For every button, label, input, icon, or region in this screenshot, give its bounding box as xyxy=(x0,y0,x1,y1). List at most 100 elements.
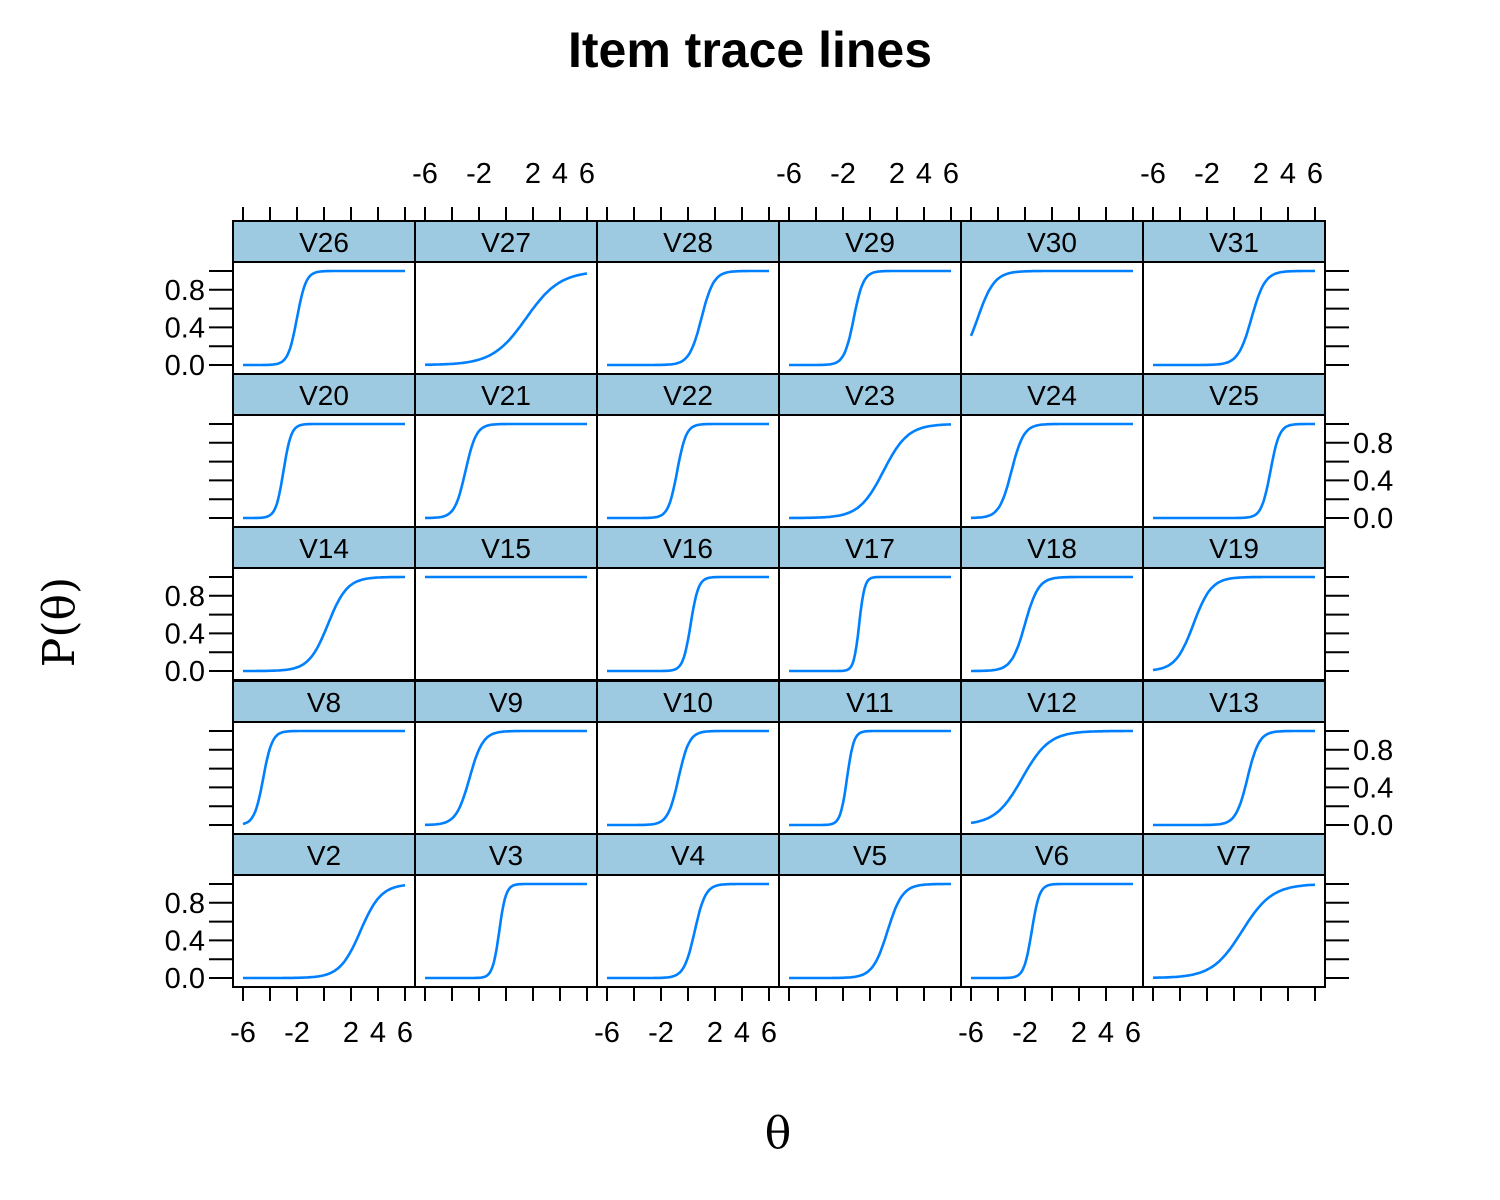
trace-line-v7 xyxy=(1152,883,1316,980)
plot-area-v27 xyxy=(414,261,598,375)
plot-area-v23 xyxy=(778,414,962,528)
x-tick-label-top: 2 xyxy=(1253,158,1269,190)
x-tick-label-top: 2 xyxy=(525,158,541,190)
x-tick-label-bottom: -2 xyxy=(284,1017,310,1049)
strip-v17 xyxy=(778,526,962,569)
panel-v17: V17 xyxy=(778,526,962,681)
strip-label-v15: V15 xyxy=(481,533,531,564)
strip-label-v16: V16 xyxy=(663,533,713,564)
strip-label-v31: V31 xyxy=(1209,227,1259,258)
x-tick-label-top: -2 xyxy=(830,158,856,190)
panel-v8: V8 xyxy=(232,680,416,835)
plot-area-v26 xyxy=(232,261,416,375)
y-tick-label-right: 0.0 xyxy=(1353,503,1393,535)
trace-line-v2 xyxy=(243,884,406,980)
trace-line-v27 xyxy=(424,272,588,367)
panel-v24: V24 xyxy=(960,373,1144,528)
panel-v7: V7 xyxy=(1142,833,1326,988)
strip-v7 xyxy=(1142,833,1326,876)
x-tick-label-bottom: -6 xyxy=(958,1017,984,1049)
panel-v11: V11 xyxy=(778,680,962,835)
x-tick-label-bottom: 2 xyxy=(343,1017,359,1049)
panel-v14: V14 xyxy=(232,526,416,681)
x-tick-label-top: 6 xyxy=(579,158,595,190)
chart-title: Item trace lines xyxy=(568,22,932,78)
plot-area-v29 xyxy=(778,261,962,375)
strip-label-v13: V13 xyxy=(1209,687,1259,718)
plot-area-v24 xyxy=(960,414,1144,528)
x-tick-label-bottom: 6 xyxy=(761,1017,777,1049)
strip-label-v6: V6 xyxy=(1035,840,1069,871)
x-tick-label-bottom: -2 xyxy=(648,1017,674,1049)
strip-label-v10: V10 xyxy=(663,687,713,718)
trace-line-v26 xyxy=(243,269,405,367)
y-tick-label-right: 0.8 xyxy=(1353,428,1393,460)
x-tick-label-bottom: 2 xyxy=(707,1017,723,1049)
y-tick-label-right: 0.4 xyxy=(1353,465,1393,497)
plot-area-v7 xyxy=(1142,874,1326,988)
trace-line-v30 xyxy=(969,269,1133,337)
strip-label-v8: V8 xyxy=(307,687,341,718)
plot-area-v9 xyxy=(414,721,598,835)
plot-area-v11 xyxy=(778,721,962,835)
strip-label-v25: V25 xyxy=(1209,380,1259,411)
panel-v28: V28 xyxy=(596,220,780,375)
strip-label-v23: V23 xyxy=(845,380,895,411)
x-tick-label-bottom: -2 xyxy=(1012,1017,1038,1049)
strip-v2 xyxy=(232,833,416,876)
trace-line-v8 xyxy=(242,729,405,826)
x-axis-label: θ xyxy=(765,1108,792,1159)
panel-v10: V10 xyxy=(596,680,780,835)
x-tick-label-bottom: 6 xyxy=(397,1017,413,1049)
panel-v21: V21 xyxy=(414,373,598,528)
plot-area-v21 xyxy=(414,414,598,528)
trace-line-v18 xyxy=(971,575,1133,673)
panel-v31: V31 xyxy=(1142,220,1326,375)
x-tick-label-top: 6 xyxy=(943,158,959,190)
strip-label-v21: V21 xyxy=(481,380,531,411)
strip-v22 xyxy=(596,373,780,416)
y-tick-label-left: 0.4 xyxy=(165,925,205,957)
trace-line-v10 xyxy=(607,729,769,827)
panel-v23: V23 xyxy=(778,373,962,528)
plot-area-v4 xyxy=(596,874,780,988)
strip-label-v3: V3 xyxy=(489,840,523,871)
x-tick-label-top: 4 xyxy=(1280,158,1296,190)
trace-line-v16 xyxy=(607,575,769,673)
axes-layer: -6 -2 2 4 6-6 -2 2 4 6-6 -2 2 4 6-6 -2 2 4 6-6 -2 2 4 6-6 -2 2… xyxy=(165,158,1394,1049)
strip-label-v29: V29 xyxy=(845,227,895,258)
panel-v18: V18 xyxy=(960,526,1144,681)
x-tick-label-top: -6 xyxy=(412,158,438,190)
strip-label-v4: V4 xyxy=(671,840,705,871)
trace-line-v20 xyxy=(243,422,405,520)
plot-area-v18 xyxy=(960,567,1144,681)
y-tick-label-left: 0.4 xyxy=(165,312,205,344)
strip-label-v2: V2 xyxy=(307,840,341,871)
plot-area-v15 xyxy=(414,567,598,681)
panel-v6: V6 xyxy=(960,833,1144,988)
trace-line-v29 xyxy=(789,269,951,367)
strip-v25 xyxy=(1142,373,1326,416)
strip-v27 xyxy=(414,220,598,263)
y-tick-label-left: 0.8 xyxy=(165,581,205,613)
strip-label-v11: V11 xyxy=(846,687,894,718)
strip-v9 xyxy=(414,680,598,723)
plot-area-v17 xyxy=(778,567,962,681)
trace-line-v12 xyxy=(970,729,1133,825)
x-tick-label-bottom: 4 xyxy=(370,1017,386,1049)
strip-v13 xyxy=(1142,680,1326,723)
trace-line-v17 xyxy=(789,575,951,673)
trace-line-v21 xyxy=(425,422,587,520)
trace-line-v4 xyxy=(607,882,769,980)
trace-line-v25 xyxy=(1153,422,1315,520)
panel-v9: V9 xyxy=(414,680,598,835)
trace-line-v22 xyxy=(607,422,769,520)
trace-line-v9 xyxy=(424,729,587,827)
y-tick-label-right: 0.0 xyxy=(1353,810,1393,842)
y-tick-label-right: 0.4 xyxy=(1353,772,1393,804)
plot-area-v16 xyxy=(596,567,780,681)
panel-v27: V27 xyxy=(414,220,598,375)
panel-v29: V29 xyxy=(778,220,962,375)
strip-label-v28: V28 xyxy=(663,227,713,258)
